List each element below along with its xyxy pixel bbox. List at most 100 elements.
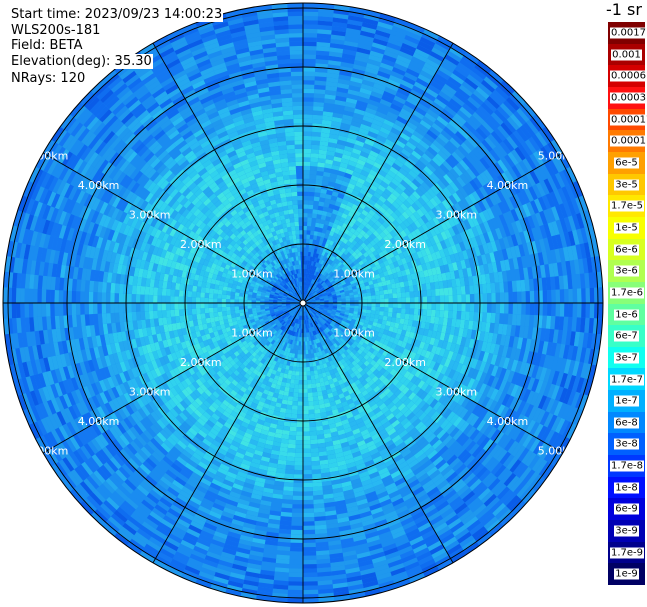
data-cell bbox=[320, 326, 325, 331]
data-cell bbox=[304, 307, 307, 312]
data-cell bbox=[308, 309, 312, 313]
data-cell bbox=[299, 362, 303, 368]
data-cell bbox=[295, 287, 298, 292]
data-cell bbox=[293, 293, 297, 298]
data-cell bbox=[308, 191, 315, 197]
data-cell bbox=[380, 303, 385, 308]
data-cell bbox=[280, 270, 285, 276]
data-cell bbox=[273, 308, 279, 311]
data-cell bbox=[311, 222, 316, 227]
data-cell bbox=[304, 319, 307, 325]
data-cell bbox=[332, 306, 338, 309]
data-cell bbox=[273, 307, 278, 310]
data-cell bbox=[306, 291, 309, 296]
data-cell bbox=[277, 273, 282, 278]
data-cell bbox=[303, 191, 309, 196]
data-cell bbox=[300, 307, 303, 312]
data-cell bbox=[392, 303, 398, 308]
data-cell bbox=[309, 178, 316, 184]
data-cell bbox=[127, 312, 133, 322]
data-cell bbox=[307, 309, 311, 314]
data-cell bbox=[310, 313, 314, 318]
data-cell bbox=[307, 315, 310, 320]
data-cell bbox=[315, 288, 320, 293]
data-cell bbox=[123, 303, 128, 313]
data-cell bbox=[209, 312, 215, 318]
data-cell bbox=[174, 296, 179, 303]
data-cell bbox=[131, 311, 137, 321]
data-cell bbox=[448, 303, 453, 311]
data-cell bbox=[289, 285, 293, 290]
data-cell bbox=[291, 306, 296, 309]
data-cell bbox=[371, 295, 376, 300]
data-cell bbox=[309, 278, 313, 283]
data-cell bbox=[405, 291, 410, 298]
data-cell bbox=[327, 308, 333, 311]
data-cell bbox=[301, 307, 303, 312]
data-cell bbox=[285, 382, 291, 388]
data-cell bbox=[313, 200, 320, 206]
data-cell bbox=[307, 388, 313, 393]
data-cell bbox=[270, 290, 275, 294]
data-cell bbox=[323, 307, 329, 310]
data-cell bbox=[275, 312, 280, 316]
data-cell bbox=[312, 285, 316, 290]
data-cell bbox=[313, 310, 317, 314]
data-cell bbox=[288, 286, 293, 291]
data-cell bbox=[309, 308, 314, 312]
data-cell bbox=[292, 313, 296, 317]
data-cell bbox=[294, 384, 299, 389]
data-cell bbox=[404, 313, 410, 320]
data-cell bbox=[435, 310, 440, 318]
data-cell bbox=[313, 271, 317, 276]
data-cell bbox=[291, 230, 296, 236]
data-cell bbox=[315, 314, 319, 319]
data-cell bbox=[315, 305, 320, 307]
data-cell bbox=[439, 310, 445, 318]
data-cell bbox=[284, 278, 288, 283]
data-cell bbox=[375, 306, 380, 312]
data-cell bbox=[296, 187, 303, 192]
data-cell bbox=[320, 314, 325, 319]
data-cell bbox=[299, 311, 302, 316]
data-cell bbox=[294, 301, 299, 303]
data-cell bbox=[330, 280, 336, 285]
data-cell bbox=[295, 153, 303, 158]
data-cell bbox=[153, 295, 158, 303]
data-cell bbox=[288, 161, 296, 167]
data-cell bbox=[298, 345, 301, 351]
data-cell bbox=[305, 319, 308, 325]
data-cell bbox=[297, 251, 301, 257]
data-cell bbox=[306, 362, 310, 368]
data-cell bbox=[214, 284, 220, 290]
data-cell bbox=[332, 307, 337, 311]
data-cell bbox=[251, 297, 257, 301]
data-cell bbox=[305, 296, 309, 300]
data-cell bbox=[123, 293, 128, 303]
data-cell bbox=[354, 305, 359, 309]
data-cell bbox=[306, 366, 311, 372]
data-cell bbox=[276, 288, 281, 292]
data-cell bbox=[323, 271, 328, 277]
data-cell bbox=[337, 304, 342, 307]
data-cell bbox=[308, 187, 316, 193]
data-cell bbox=[282, 170, 290, 176]
data-cell bbox=[318, 293, 323, 296]
data-cell bbox=[388, 298, 393, 303]
data-cell bbox=[304, 264, 307, 269]
data-cell bbox=[306, 305, 310, 309]
data-cell bbox=[379, 307, 385, 312]
data-cell bbox=[293, 208, 299, 214]
data-cell bbox=[291, 265, 295, 271]
data-cell bbox=[306, 332, 309, 338]
data-cell bbox=[311, 383, 317, 389]
data-cell bbox=[329, 278, 335, 283]
data-cell bbox=[336, 308, 342, 311]
data-cell bbox=[320, 269, 324, 275]
data-cell bbox=[276, 314, 281, 318]
data-cell bbox=[304, 268, 307, 274]
data-cell bbox=[200, 286, 206, 293]
data-cell bbox=[301, 311, 303, 316]
data-cell bbox=[303, 268, 305, 273]
data-cell bbox=[307, 319, 310, 324]
